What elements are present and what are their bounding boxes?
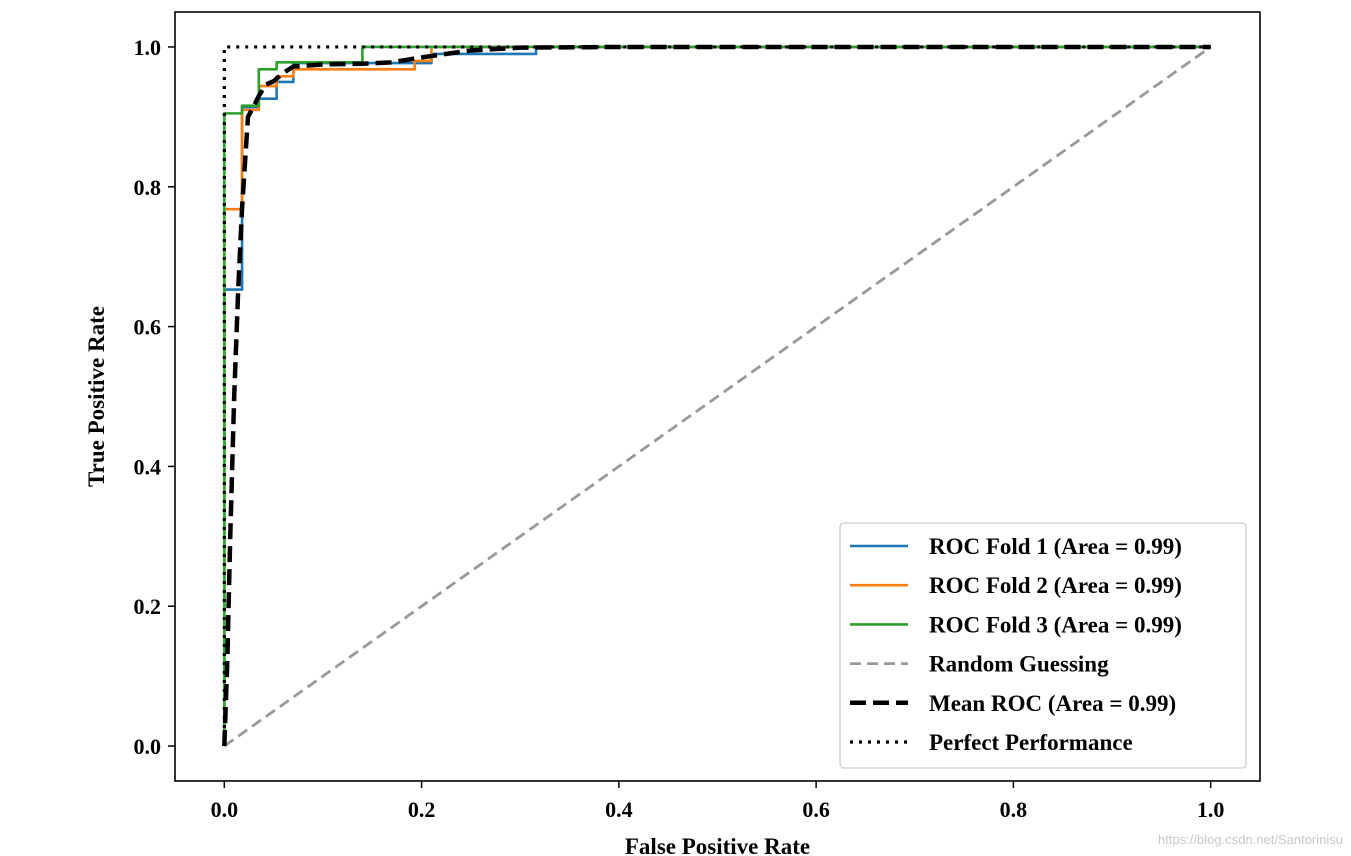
legend-label-roc-fold-2-area-0-99: ROC Fold 2 (Area = 0.99) [929, 573, 1182, 598]
axis-ticks: 0.0 0.2 0.4 0.6 0.8 1.0 0.0 0.2 0.4 0.6 0.8 1.0 [134, 35, 1225, 822]
y-tick-label: 0.8 [134, 175, 162, 200]
plot-lines [222, 44, 1212, 748]
y-tick-label: 0.4 [134, 454, 162, 479]
series-line-roc-fold-3-area-0-99 [223, 45, 1211, 747]
legend-label-mean-roc-area-0-99: Mean ROC (Area = 0.99) [929, 691, 1176, 716]
legend-label-perfect-performance: Perfect Performance [929, 730, 1133, 755]
y-tick-label: 1.0 [134, 35, 162, 60]
x-axis-label: False Positive Rate [625, 834, 810, 856]
x-tick-label: 0.6 [802, 797, 830, 822]
series-line-random-guessing [223, 45, 1212, 748]
legend: ROC Fold 1 (Area = 0.99) ROC Fold 2 (Area… [839, 522, 1247, 769]
legend-frame [839, 522, 1247, 769]
x-tick-label: 0.2 [408, 797, 436, 822]
x-tick-label: 0.0 [211, 797, 239, 822]
y-tick-label: 0.0 [134, 734, 162, 759]
x-tick-label: 0.8 [1000, 797, 1028, 822]
y-tick-label: 0.2 [134, 594, 162, 619]
x-tick-label: 1.0 [1197, 797, 1225, 822]
series-line-mean-roc-area-0-99 [222, 44, 1211, 747]
legend-label-roc-fold-3-area-0-99: ROC Fold 3 (Area = 0.99) [929, 612, 1182, 637]
legend-label-roc-fold-1-area-0-99: ROC Fold 1 (Area = 0.99) [929, 534, 1182, 559]
plot-frame [174, 11, 1261, 782]
watermark-text: https://blog.csdn.net/Santorinisu [1158, 832, 1343, 847]
x-tick-label: 0.4 [605, 797, 633, 822]
y-axis-label: True Positive Rate [84, 306, 109, 487]
y-tick-label: 0.6 [134, 315, 162, 340]
legend-label-random-guessing: Random Guessing [929, 652, 1109, 677]
